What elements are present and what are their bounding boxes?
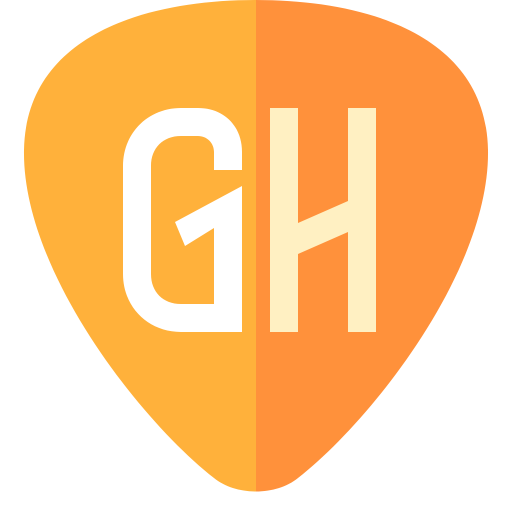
- letter-h-glyph: [270, 108, 376, 332]
- letter-g-glyph: [123, 108, 242, 332]
